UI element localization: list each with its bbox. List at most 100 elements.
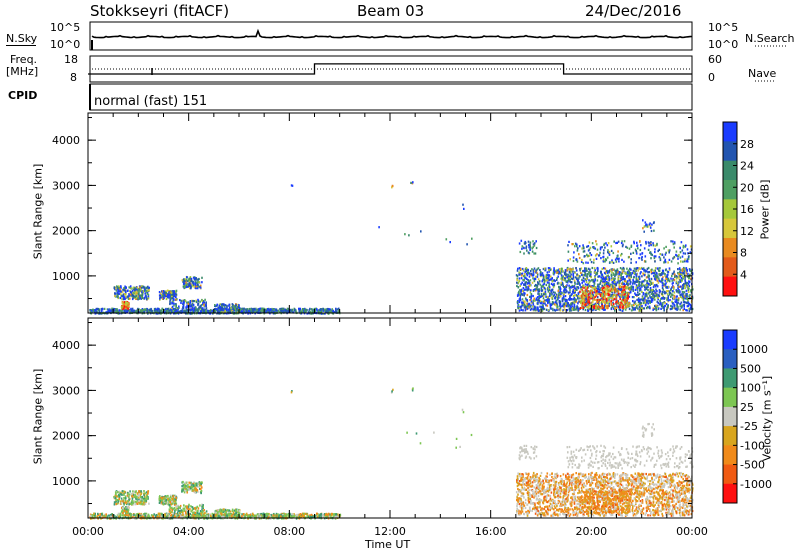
heatmap-cell xyxy=(173,294,176,297)
heatmap-cell xyxy=(559,286,561,289)
heatmap-cell xyxy=(636,241,638,244)
heatmap-cell xyxy=(590,253,593,257)
heatmap-cell xyxy=(282,311,285,314)
heatmap-cell xyxy=(656,300,659,303)
heatmap-cell xyxy=(161,294,164,297)
heatmap-cell xyxy=(569,280,572,283)
heatmap-cell xyxy=(542,307,545,310)
heatmap-cell xyxy=(218,308,220,311)
heatmap-cell xyxy=(603,304,606,308)
heatmap-cell xyxy=(148,286,150,289)
heatmap-cell xyxy=(660,305,663,308)
heatmap-cell xyxy=(165,290,168,293)
heatmap-cell xyxy=(677,286,680,289)
heatmap-cell xyxy=(649,307,651,310)
heatmap-cell xyxy=(162,294,165,297)
heatmap-cell xyxy=(567,291,570,294)
heatmap-cell xyxy=(661,291,664,294)
heatmap-cell xyxy=(686,294,689,297)
heatmap-cell xyxy=(608,302,610,305)
heatmap-cell xyxy=(640,306,643,309)
heatmap-cell xyxy=(123,309,126,312)
heatmap-cell xyxy=(605,287,608,290)
heatmap-cell xyxy=(170,297,172,300)
heatmap-cell xyxy=(666,280,668,283)
heatmap-cell xyxy=(564,273,566,276)
heatmap-cell xyxy=(570,273,572,276)
heatmap-cell xyxy=(333,310,335,314)
heatmap-cell xyxy=(325,310,328,313)
heatmap-cell xyxy=(675,289,678,292)
heatmap-cell xyxy=(167,307,170,310)
heatmap-cell xyxy=(632,280,635,283)
heatmap-cell xyxy=(521,301,523,304)
heatmap-cell xyxy=(172,298,175,301)
heatmap-cell xyxy=(575,294,577,297)
heatmap-cell xyxy=(615,306,618,309)
heatmap-cell xyxy=(677,299,680,302)
heatmap-cell xyxy=(157,307,159,310)
heatmap-cell xyxy=(625,301,627,304)
heatmap-cell xyxy=(608,271,611,274)
heatmap-cell xyxy=(123,310,126,313)
heatmap-cell xyxy=(316,308,318,311)
heatmap-cell xyxy=(520,290,522,293)
heatmap-cell xyxy=(173,290,175,293)
heatmap-cell xyxy=(202,303,204,306)
heatmap-cell xyxy=(139,514,142,517)
heatmap-cell xyxy=(637,247,639,250)
heatmap-cell xyxy=(515,274,518,277)
heatmap-cell xyxy=(539,302,542,305)
heatmap-cell xyxy=(611,261,613,264)
heatmap-cell xyxy=(567,259,569,262)
heatmap-cell xyxy=(671,305,674,308)
heatmap-cell xyxy=(266,310,269,313)
heatmap-cell xyxy=(608,279,610,282)
heatmap-cell xyxy=(671,274,673,278)
heatmap-cell xyxy=(516,284,518,288)
heatmap-cell xyxy=(604,297,607,300)
heatmap-cell xyxy=(604,246,606,249)
heatmap-cell xyxy=(249,307,251,311)
heatmap-cell xyxy=(522,293,525,296)
heatmap-cell xyxy=(610,307,613,310)
heatmap-cell xyxy=(576,282,578,285)
heatmap-cell xyxy=(662,288,664,291)
heatmap-cell xyxy=(209,309,211,312)
heatmap-cell xyxy=(581,281,583,284)
heatmap-cell xyxy=(163,293,166,296)
heatmap-cell xyxy=(116,309,118,313)
heatmap-cell xyxy=(646,295,649,298)
heatmap-cell xyxy=(559,287,562,290)
heatmap-cell xyxy=(641,252,643,255)
heatmap-cell xyxy=(538,293,541,296)
heatmap-cell xyxy=(260,512,263,516)
heatmap-cell xyxy=(657,249,659,253)
heatmap-cell xyxy=(538,280,541,283)
heatmap-cell xyxy=(570,303,572,306)
heatmap-cell xyxy=(624,307,626,310)
heatmap-cell xyxy=(559,307,561,310)
heatmap-cell xyxy=(523,247,525,250)
heatmap-cell xyxy=(658,279,661,282)
heatmap-cell xyxy=(228,303,231,306)
heatmap-cell xyxy=(646,267,649,270)
heatmap-cell xyxy=(614,273,617,276)
heatmap-cell xyxy=(548,283,551,286)
heatmap-cell xyxy=(559,272,562,275)
heatmap-cell xyxy=(589,258,592,261)
heatmap-cell xyxy=(544,302,546,305)
heatmap-cell xyxy=(587,261,589,264)
heatmap-cell xyxy=(147,297,150,300)
heatmap-cell xyxy=(220,311,222,314)
heatmap-cell xyxy=(586,296,589,299)
heatmap-cell xyxy=(155,310,157,313)
heatmap-cell xyxy=(577,309,580,312)
heatmap-cell xyxy=(203,301,206,304)
y-tick-label: 2000 xyxy=(52,225,80,238)
heatmap-cell xyxy=(112,307,114,310)
heatmap-cell xyxy=(528,282,531,285)
heatmap-cell xyxy=(588,304,591,307)
heatmap-cell xyxy=(606,290,609,294)
heatmap-cell xyxy=(627,256,630,259)
